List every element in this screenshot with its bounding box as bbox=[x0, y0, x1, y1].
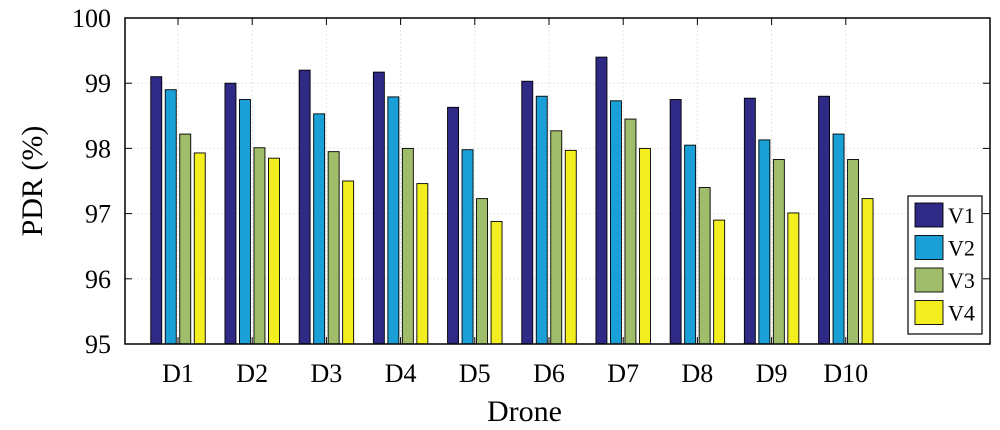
bar-d7-v4 bbox=[639, 147, 651, 345]
axis-ticks bbox=[125, 17, 990, 345]
bar-d2-v1 bbox=[224, 82, 237, 345]
legend: V1 V2 V3 V4 bbox=[907, 195, 983, 335]
bar-d5-v2 bbox=[461, 149, 474, 345]
bar-d9-v2 bbox=[758, 139, 771, 345]
bar-d2-v3 bbox=[253, 147, 266, 345]
bar-d3-v4 bbox=[342, 180, 355, 345]
y-axis-label: PDR (%) bbox=[16, 126, 49, 237]
y-tick-label: 99 bbox=[85, 69, 111, 98]
legend-label-v1: V1 bbox=[948, 203, 975, 228]
x-tick-label: D5 bbox=[459, 359, 491, 388]
legend-swatch-v1 bbox=[914, 202, 944, 228]
legend-swatch-v4 bbox=[914, 300, 944, 325]
bar-d1-v2 bbox=[164, 89, 177, 345]
bar-d7-v3 bbox=[624, 118, 637, 345]
bar-d9-v3 bbox=[772, 159, 785, 345]
y-tick-label: 100 bbox=[72, 4, 111, 33]
bar-d3-v1 bbox=[298, 69, 311, 345]
bar-d7-v2 bbox=[610, 100, 622, 345]
y-tick-label: 96 bbox=[85, 265, 111, 294]
bar-d6-v1 bbox=[521, 80, 534, 345]
bar-d1-v3 bbox=[179, 133, 192, 345]
bar-d5-v3 bbox=[476, 198, 488, 345]
bar-d2-v2 bbox=[238, 99, 251, 345]
x-tick-label: D9 bbox=[756, 359, 788, 388]
bar-d8-v3 bbox=[698, 187, 711, 345]
x-tick-labels: D1 D2 D3 D4 D5 D6 D7 D8 D9 D10 bbox=[162, 359, 868, 388]
y-tick-labels: 95 96 97 98 99 100 bbox=[72, 4, 111, 359]
bar-d8-v1 bbox=[669, 99, 682, 345]
legend-label-v3: V3 bbox=[948, 268, 975, 293]
bars bbox=[150, 56, 874, 345]
x-tick-label: D7 bbox=[607, 359, 639, 388]
bar-d5-v1 bbox=[447, 106, 459, 345]
legend-label-v4: V4 bbox=[948, 301, 975, 326]
bar-d4-v1 bbox=[372, 71, 385, 345]
bar-d4-v4 bbox=[416, 183, 429, 345]
x-tick-label: D3 bbox=[311, 359, 343, 388]
x-tick-label: D1 bbox=[162, 359, 194, 388]
bar-d1-v4 bbox=[193, 152, 206, 345]
plot-area-frame bbox=[124, 17, 991, 345]
x-axis-label: Drone bbox=[487, 395, 562, 428]
x-tick-label: D6 bbox=[533, 359, 565, 388]
bar-d4-v3 bbox=[401, 147, 414, 345]
legend-label-v2: V2 bbox=[948, 236, 975, 261]
y-tick-label: 97 bbox=[85, 200, 111, 229]
bar-d4-v2 bbox=[387, 96, 400, 345]
bar-d5-v4 bbox=[490, 220, 503, 345]
bar-d6-v4 bbox=[564, 149, 577, 345]
y-tick-label: 98 bbox=[85, 134, 111, 163]
x-tick-label: D4 bbox=[385, 359, 417, 388]
y-tick-label: 95 bbox=[85, 330, 111, 359]
bar-d3-v3 bbox=[327, 151, 340, 345]
bar-d8-v2 bbox=[684, 144, 697, 345]
bar-d6-v2 bbox=[535, 95, 548, 345]
bar-d9-v4 bbox=[787, 212, 800, 345]
bar-d10-v3 bbox=[847, 159, 859, 345]
legend-swatch-v2 bbox=[914, 235, 944, 260]
x-tick-label: D8 bbox=[682, 359, 714, 388]
bar-d3-v2 bbox=[313, 113, 326, 345]
bar-d9-v1 bbox=[743, 97, 756, 345]
bar-d10-v1 bbox=[818, 95, 830, 345]
bar-d10-v4 bbox=[861, 198, 874, 345]
x-tick-label: D10 bbox=[823, 359, 868, 388]
bar-d6-v3 bbox=[550, 130, 563, 345]
bar-d10-v2 bbox=[832, 133, 845, 345]
bar-d1-v1 bbox=[150, 76, 163, 345]
legend-swatch-v3 bbox=[914, 267, 944, 293]
bar-d8-v4 bbox=[713, 219, 726, 345]
bar-d2-v4 bbox=[268, 157, 280, 345]
x-tick-label: D2 bbox=[236, 359, 268, 388]
bar-d7-v1 bbox=[595, 56, 608, 345]
